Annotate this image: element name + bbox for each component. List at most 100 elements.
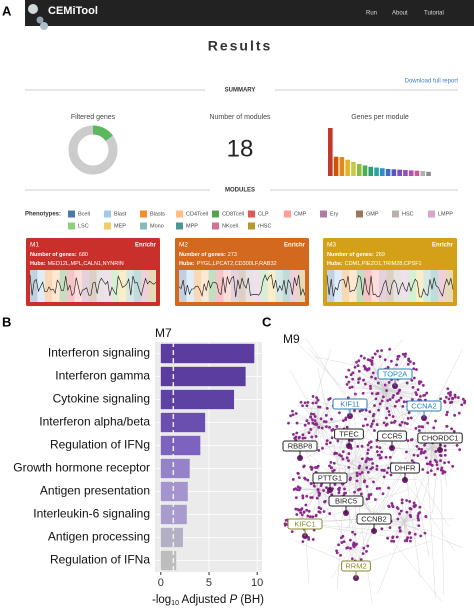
legend-label: HSC xyxy=(402,211,414,217)
node xyxy=(380,527,384,531)
bar xyxy=(160,412,206,433)
section-heading: SUMMARY xyxy=(225,88,256,94)
edge xyxy=(384,389,413,400)
node xyxy=(388,526,392,530)
node xyxy=(360,492,363,496)
legend-swatch xyxy=(428,210,435,218)
node xyxy=(418,505,422,509)
profile-line xyxy=(29,274,157,297)
hub-label: KIF11 xyxy=(340,399,359,408)
edge xyxy=(403,521,408,538)
node xyxy=(405,510,409,514)
edge xyxy=(296,424,319,434)
card-link[interactable]: Enrichr xyxy=(135,243,157,249)
edge xyxy=(359,371,386,391)
node xyxy=(396,357,400,361)
nav-link[interactable]: Tutorial xyxy=(424,11,444,17)
nav-link[interactable]: About xyxy=(392,11,408,17)
node xyxy=(408,507,412,511)
node xyxy=(365,549,368,553)
edge xyxy=(331,467,363,471)
node xyxy=(313,419,317,422)
edge xyxy=(407,440,433,449)
node xyxy=(388,347,392,351)
node xyxy=(299,400,303,404)
node xyxy=(406,416,410,420)
node xyxy=(330,428,334,432)
legend-swatch xyxy=(140,210,147,218)
legend-label: LMPP xyxy=(438,211,453,217)
node xyxy=(310,418,314,422)
node xyxy=(377,408,381,412)
edge xyxy=(348,381,386,391)
hub-label-box xyxy=(282,440,318,452)
edge xyxy=(397,508,405,523)
edge xyxy=(306,489,319,511)
x-label-italic: P xyxy=(229,594,237,606)
edge xyxy=(361,469,380,489)
download-link[interactable]: Download full report xyxy=(405,79,459,85)
node xyxy=(304,503,308,507)
node xyxy=(354,543,358,547)
node xyxy=(317,448,321,452)
profile-bg xyxy=(327,270,453,302)
edge xyxy=(413,447,433,463)
edge xyxy=(384,389,419,401)
profile-stripe xyxy=(393,270,402,302)
y-tick-label: Cytokine signaling xyxy=(53,392,150,406)
x-tick-label: 0 xyxy=(158,577,164,589)
edge xyxy=(416,446,433,449)
node xyxy=(375,468,379,471)
card-hubs: Hubs: MED12L,MPL,CALN1,NYNRIN xyxy=(30,261,124,267)
edge xyxy=(393,521,405,542)
node xyxy=(305,404,309,408)
node xyxy=(324,413,328,417)
node xyxy=(297,476,301,479)
node xyxy=(347,368,351,372)
node xyxy=(426,471,430,475)
profile-stripe xyxy=(423,270,431,302)
node xyxy=(366,452,369,455)
edge xyxy=(357,446,363,471)
card-link[interactable]: Enrichr xyxy=(432,243,454,249)
node xyxy=(305,508,309,512)
edge xyxy=(315,402,319,426)
node xyxy=(399,509,403,513)
node xyxy=(397,354,401,358)
node xyxy=(311,538,315,541)
profile-stripe xyxy=(52,270,60,302)
edge xyxy=(351,547,362,562)
legend-swatch xyxy=(176,222,183,230)
profile-stripe xyxy=(438,270,446,302)
node xyxy=(316,488,320,492)
node xyxy=(423,443,426,447)
hub-label: RRM2 xyxy=(345,561,366,570)
legend-label: Mono xyxy=(150,223,164,229)
node xyxy=(301,436,305,440)
node xyxy=(369,384,372,388)
module-size-bar xyxy=(374,167,379,176)
node xyxy=(369,445,373,449)
node xyxy=(335,425,339,428)
node xyxy=(300,513,304,517)
node xyxy=(453,395,457,399)
edge xyxy=(361,459,370,471)
node xyxy=(371,414,375,418)
edge xyxy=(320,392,375,520)
node xyxy=(380,399,384,403)
card-link[interactable]: Enrichr xyxy=(284,243,306,249)
node xyxy=(294,496,298,500)
node xyxy=(385,416,388,420)
node xyxy=(414,504,417,507)
edge xyxy=(403,521,419,526)
nav-link[interactable]: Run xyxy=(366,11,377,17)
profile-stripe xyxy=(59,270,68,302)
node xyxy=(312,412,316,416)
node xyxy=(385,389,388,392)
node xyxy=(412,501,416,505)
node xyxy=(287,421,290,425)
node xyxy=(350,385,354,389)
node xyxy=(315,423,319,426)
node xyxy=(371,462,375,465)
